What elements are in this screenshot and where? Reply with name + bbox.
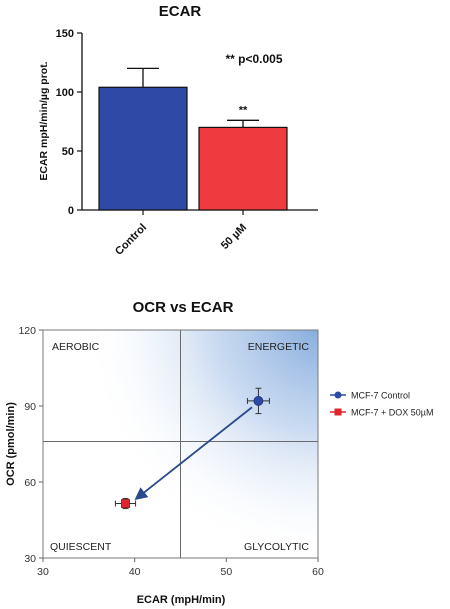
quadrant-label-aerobic: AEROBIC [52,341,100,353]
scatter-x-axis-label: ECAR (mpH/min) [137,594,226,606]
scatter-chart: OCR vs ECAR 30 40 50 60 30 60 90 120 AEROBIC EN… [5,299,433,606]
bar-y-tick-label: 150 [56,28,74,40]
scatter-x-tick-label: 30 [37,566,49,578]
bar-y-tick-label: 100 [56,87,74,99]
scatter-x-tick-label: 50 [220,566,232,578]
shift-arrow [134,406,253,501]
bar-control [98,86,188,211]
scatter-chart-title: OCR vs ECAR [133,299,234,316]
bar-x-tick-label: 50 µM [219,222,249,252]
scatter-x-tick-label: 60 [312,566,324,578]
legend-label: MCF-7 + DOX 50µM [351,408,433,418]
legend-marker-circle [334,391,342,399]
bar-y-tick-label: 50 [62,146,74,158]
legend-marker-square [334,408,342,416]
data-point-control [253,396,264,406]
scatter-chart-marks [114,387,270,510]
significance-annotation: ** p<0.005 [225,52,282,66]
bar-chart: ECAR ECAR mpH/min/µg prot. 0 50 100 150 Cont… [38,3,318,258]
bar-chart-title: ECAR [159,3,202,20]
bar-chart-marks: ** [98,67,288,211]
data-point-dox [121,499,130,508]
bar-y-tick-label: 0 [68,205,74,217]
bar-treated [198,126,288,211]
bar-significance-mark: ** [239,104,248,116]
quadrant-label-quiescent: QUIESCENT [50,541,112,553]
quadrant-label-glycolytic: GLYCOLYTIC [244,541,309,553]
bar-x-tick-label: Control [113,222,149,258]
scatter-y-tick-label: 120 [18,325,36,337]
legend: MCF-7 Control MCF-7 + DOX 50µM [330,391,433,418]
scatter-y-tick-label: 30 [24,553,36,565]
scatter-y-tick-label: 90 [24,401,36,413]
scatter-y-axis-label: OCR (pmol/min) [5,402,17,486]
scatter-x-tick-label: 40 [129,566,141,578]
legend-label: MCF-7 Control [351,391,410,401]
quadrant-label-energetic: ENERGETIC [248,341,310,353]
scatter-y-tick-label: 60 [24,477,36,489]
scatter-chart-axes: 30 40 50 60 30 60 90 120 [18,325,324,578]
bar-chart-y-axis-label: ECAR mpH/min/µg prot. [38,61,50,180]
